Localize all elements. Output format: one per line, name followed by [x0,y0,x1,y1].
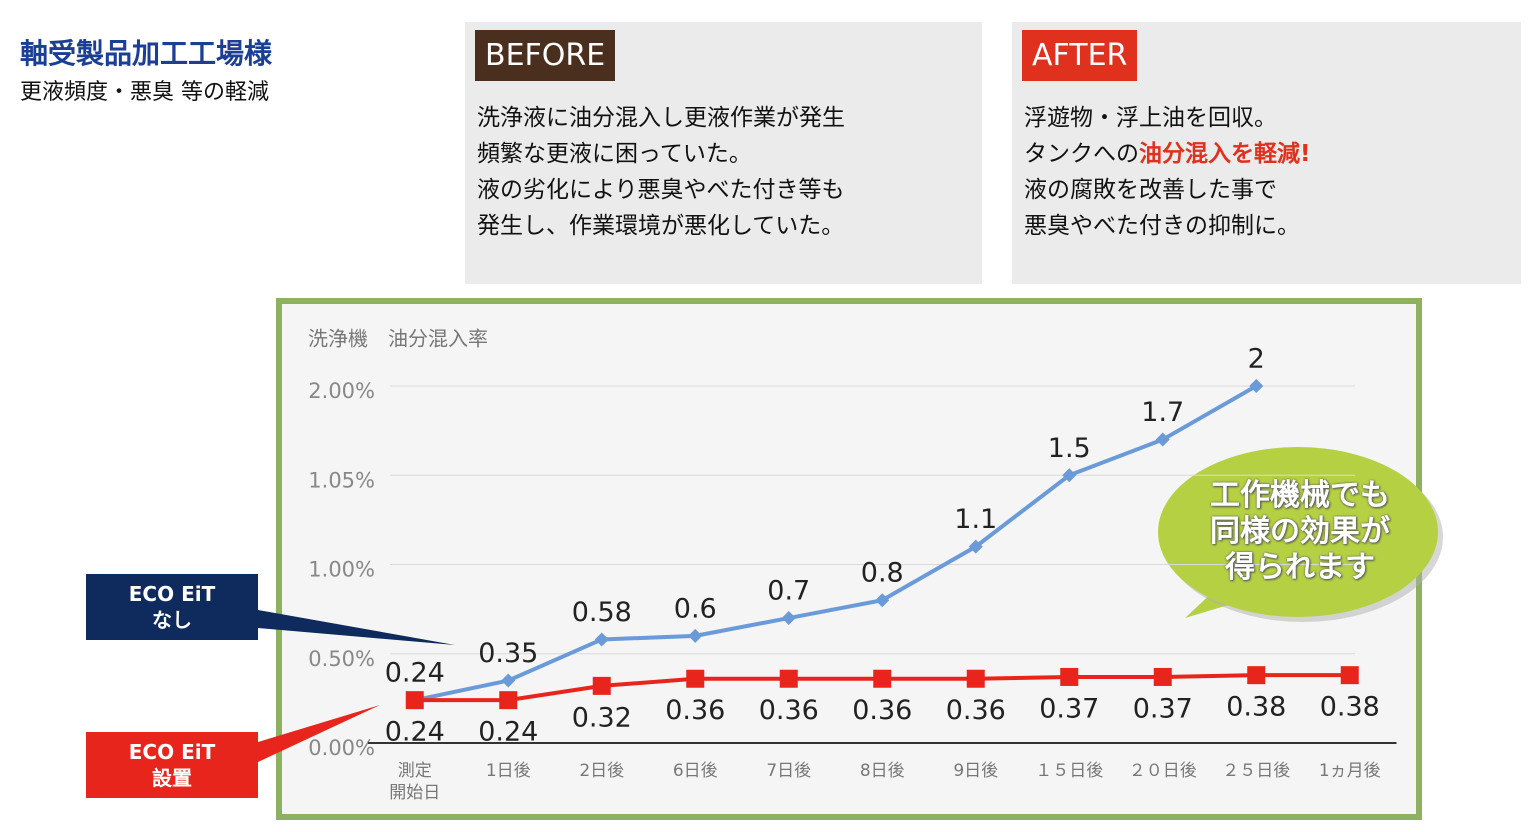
data-label: 0.58 [572,597,632,628]
data-label: 1.1 [954,504,997,535]
text-line: 液の腐敗を改善した事で [1024,177,1277,203]
text-line: 頻繁な更液に困っていた。 [477,141,752,167]
legend-entry: ECO EiT 設置 [86,732,258,798]
x-tick-label: 7日後 [766,761,812,781]
marker [592,676,611,695]
marker [405,691,424,710]
data-label: 0.36 [665,695,725,726]
text-line: タンクへの油分混入を軽減! [1024,136,1311,172]
data-label: 0.24 [385,717,445,748]
marker [781,611,796,626]
x-tick-label: 1日後 [485,761,531,781]
x-tick-label: 測定 開始日 [389,761,441,803]
page-subtitle: 更液頻度・悪臭 等の軽減 [20,80,269,105]
y-tick-label: 1.00% [308,558,375,582]
data-label: 0.37 [1133,693,1193,724]
y-tick-label: 0.50% [308,647,375,671]
text-line: 浮遊物・浮上油を回収。 [1024,105,1277,131]
data-label: 0.35 [478,638,538,669]
text-line: 洗浄液に油分混入し更液作業が発生 [477,105,845,131]
legend-entry: ECO EiT なし [86,574,258,640]
marker [966,669,985,688]
chart-title: 洗浄機 油分混入率 [308,327,488,351]
x-tick-label: ２０日後 [1128,761,1197,781]
marker [499,691,518,710]
text-line: 悪臭やべた付きの抑制に。 [1024,213,1300,239]
text: タンクへの [1024,141,1139,167]
data-label: 0.36 [946,695,1006,726]
x-tick-label: 9日後 [953,761,999,781]
data-label: 0.36 [759,695,819,726]
after-label: AFTER [1022,30,1138,81]
marker [1247,666,1266,685]
marker [594,632,609,647]
data-label: 0.38 [1226,692,1286,723]
before-text: 洗浄液に油分混入し更液作業が発生 頻繁な更液に困っていた。 液の劣化により悪臭や… [477,100,845,244]
data-label: 1.5 [1048,433,1091,464]
x-tick-label: 8日後 [859,761,905,781]
x-tick-label: 6日後 [672,761,718,781]
data-label: 0.24 [478,717,538,748]
annotation: 工作機械でも 同様の効果が 得られます [1210,478,1390,585]
marker [968,539,983,554]
marker [686,669,705,688]
data-label: 0.8 [861,558,904,589]
marker [501,673,516,688]
data-label: 0.36 [852,695,912,726]
marker [779,669,798,688]
text-line: 発生し、作業環境が悪化していた。 [477,213,845,239]
x-tick-label: 2日後 [579,761,625,781]
marker [1153,667,1172,686]
text-line: 液の劣化により悪臭やべた付き等も [477,177,845,203]
series-line [414,384,1258,703]
data-label: 0.7 [767,576,810,607]
data-label: 0.24 [385,658,445,689]
x-tick-label: ２５日後 [1222,761,1291,781]
marker [688,628,703,643]
data-label: 0.6 [674,593,717,624]
highlight: 油分混入を軽減! [1139,141,1311,167]
data-label: 0.37 [1039,693,1099,724]
data-label: 1.7 [1141,397,1184,428]
y-tick-label: 1.05% [308,468,375,492]
before-label: BEFORE [475,30,616,81]
after-text: 浮遊物・浮上油を回収。 タンクへの油分混入を軽減! 液の腐敗を改善した事で 悪臭… [1024,100,1311,244]
marker [873,669,892,688]
marker [1062,468,1077,483]
after-panel: AFTER 浮遊物・浮上油を回収。 タンクへの油分混入を軽減! 液の腐敗を改善し… [1012,22,1521,284]
page-title: 軸受製品加工工場様 [20,37,273,70]
marker [1249,379,1264,393]
y-tick-label: 2.00% [308,379,375,403]
x-tick-label: 1ヵ月後 [1318,761,1381,781]
bubble [1158,447,1438,617]
y-tick-label: 0.00% [308,736,375,760]
marker [1155,432,1170,447]
marker [1060,667,1079,686]
data-label: 0.32 [572,702,632,733]
before-panel: BEFORE 洗浄液に油分混入し更液作業が発生 頻繁な更液に困っていた。 液の劣… [465,22,982,284]
marker [875,593,890,608]
data-label: 0.38 [1320,692,1380,723]
legend-pointer [258,705,380,762]
marker [1340,666,1359,685]
x-tick-label: １５日後 [1035,761,1104,781]
data-label: 2 [1248,344,1265,375]
legend-pointer [258,610,455,645]
